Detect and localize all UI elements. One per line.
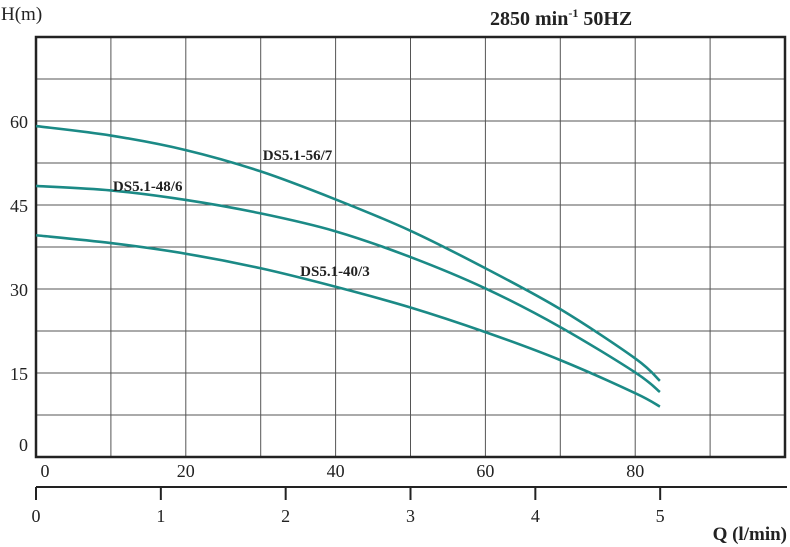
curve-ds5-1-40-3	[35, 233, 661, 408]
x-top-tick-label: 60	[476, 461, 494, 481]
x-bottom-tick-label: 0	[32, 506, 41, 526]
x-top-tick-label: 40	[327, 461, 345, 481]
x-top-tick-labels: 0 20 40 60 80	[41, 461, 645, 481]
chart-title: 2850 min-1 50HZ	[490, 6, 632, 30]
y-tick-label: 45	[10, 196, 28, 216]
x-top-tick-label: 80	[626, 461, 644, 481]
x-bottom-tick-label: 5	[656, 506, 665, 526]
x-top-tick-label: 20	[177, 461, 195, 481]
x-bottom-tick-label: 3	[406, 506, 415, 526]
grid	[36, 37, 785, 457]
x-axis-label: Q (l/min)	[713, 524, 787, 545]
x-bottom-tick-label: 1	[156, 506, 165, 526]
x-bottom-tick-label: 2	[281, 506, 290, 526]
curve-ds5-1-48-6	[35, 184, 661, 394]
plot-frame	[34, 35, 787, 459]
curves: DS5.1-56/7 DS5.1-48/6 DS5.1-40/3	[35, 124, 661, 408]
x-top-tick-label: 0	[41, 461, 50, 481]
y-axis-label: H(m)	[1, 4, 42, 25]
series-label: DS5.1-56/7	[263, 148, 333, 164]
curve-ds5-1-56-7	[35, 124, 661, 382]
y-tick-label: 30	[10, 280, 28, 300]
x-bottom-axis: 0 1 2 3 4 5	[32, 487, 665, 526]
chart-title-superscript: -1	[568, 6, 578, 20]
y-tick-label: 0	[19, 435, 28, 455]
series-label: DS5.1-48/6	[113, 179, 183, 195]
y-tick-label: 60	[10, 112, 28, 132]
y-tick-label: 15	[10, 364, 28, 384]
y-tick-labels: 0 15 30 45 60	[10, 112, 28, 455]
x-bottom-tick-label: 4	[531, 506, 540, 526]
series-label: DS5.1-40/3	[300, 264, 370, 280]
